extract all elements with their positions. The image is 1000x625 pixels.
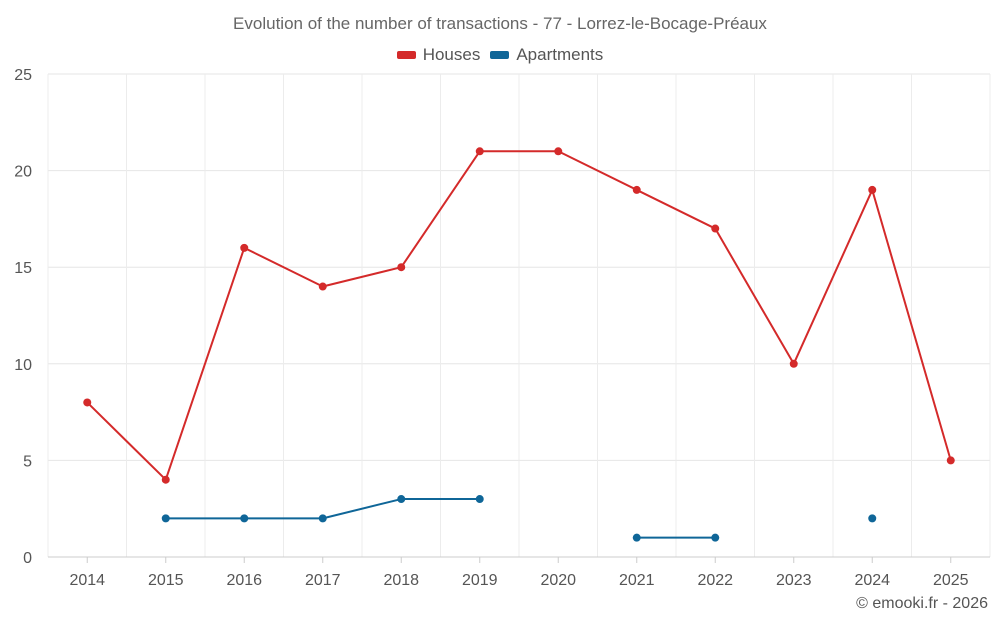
y-tick-label: 25: [14, 67, 32, 84]
data-point-apartments: [397, 495, 406, 504]
data-point-houses: [83, 398, 92, 407]
data-point-apartments: [475, 495, 484, 504]
data-point-houses: [789, 359, 798, 368]
data-point-apartments: [711, 533, 720, 542]
legend-swatch-houses: [396, 51, 416, 59]
x-tick-label: 2025: [933, 572, 969, 589]
x-tick-label: 2016: [226, 572, 262, 589]
data-point-apartments: [318, 514, 327, 523]
data-point-houses: [475, 147, 484, 156]
data-point-houses: [868, 185, 877, 194]
data-point-houses: [711, 224, 720, 233]
legend-item-apartments[interactable]: Apartments: [490, 45, 603, 65]
y-tick-label: 20: [14, 164, 32, 181]
credit-text: © emooki.fr - 2026: [856, 595, 988, 612]
y-tick-label: 5: [23, 453, 32, 470]
legend-label-houses: Houses: [422, 45, 481, 64]
data-point-houses: [161, 475, 170, 484]
x-tick-label: 2023: [776, 572, 812, 589]
x-tick-label: 2018: [383, 572, 419, 589]
data-point-houses: [946, 456, 955, 465]
x-tick-label: 2017: [305, 572, 341, 589]
data-point-apartments: [632, 533, 641, 542]
x-tick-label: 2019: [462, 572, 498, 589]
series-line-houses: [86, 150, 952, 481]
x-tick-label: 2020: [540, 572, 576, 589]
y-tick-label: 15: [14, 260, 32, 277]
chart-title: Evolution of the number of transactions …: [233, 14, 767, 33]
chart-legend: Houses Apartments: [0, 45, 1000, 65]
data-point-apartments: [161, 514, 170, 523]
legend-item-houses[interactable]: Houses: [396, 45, 481, 65]
legend-swatch-apartments: [490, 51, 510, 59]
data-point-houses: [632, 185, 641, 194]
x-tick-label: 2015: [148, 572, 184, 589]
y-tick-label: 0: [23, 550, 32, 567]
data-point-apartments: [240, 514, 249, 523]
data-point-houses: [318, 282, 327, 291]
data-point-houses: [240, 243, 249, 252]
data-point-houses: [397, 263, 406, 272]
data-point-apartments: [868, 514, 877, 523]
x-tick-label: 2022: [697, 572, 733, 589]
y-tick-label: 10: [14, 357, 32, 374]
data-point-houses: [554, 147, 563, 156]
x-tick-label: 2014: [69, 572, 105, 589]
x-tick-label: 2024: [854, 572, 890, 589]
x-tick-label: 2021: [619, 572, 655, 589]
legend-label-apartments: Apartments: [516, 45, 604, 64]
